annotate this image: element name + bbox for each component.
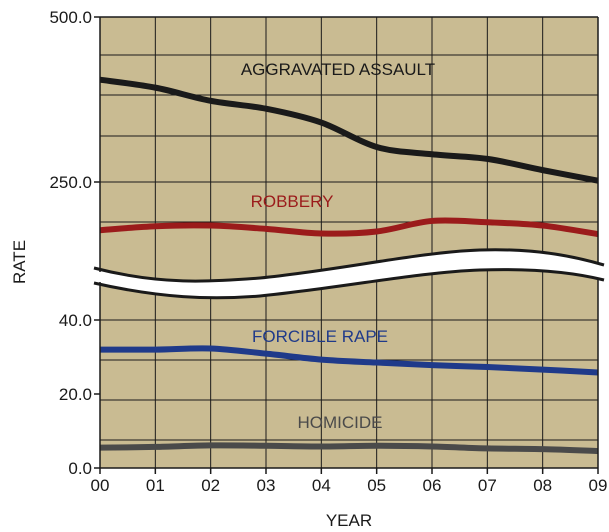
series-label-homicide: HOMICIDE bbox=[298, 413, 383, 432]
y-axis-label: RATE bbox=[10, 240, 29, 284]
x-tick-label: 08 bbox=[533, 476, 552, 495]
series-labels: AGGRAVATED ASSAULT ROBBERY FORCIBLE RAPE HO… bbox=[241, 60, 435, 432]
x-tick-label: 04 bbox=[312, 476, 331, 495]
series-label-robbery: ROBBERY bbox=[251, 192, 334, 211]
x-tick-label: 06 bbox=[423, 476, 442, 495]
x-tick-labels: 00 01 02 03 04 05 06 07 08 09 bbox=[91, 468, 608, 495]
series-line-robbery bbox=[99, 217, 599, 238]
y-tick-label: 250.0 bbox=[49, 173, 92, 192]
axis-break-edge-top bbox=[93, 248, 605, 283]
x-tick-label: 02 bbox=[201, 476, 220, 495]
x-axis-label: YEAR bbox=[326, 511, 372, 530]
series-lines bbox=[99, 76, 599, 454]
x-tick-label: 05 bbox=[367, 476, 386, 495]
x-tick-label: 09 bbox=[589, 476, 608, 495]
y-tick-label: 20.0 bbox=[59, 385, 92, 404]
y-tick-label: 40.0 bbox=[59, 311, 92, 330]
y-tick-label: 0.0 bbox=[68, 459, 92, 478]
x-tick-label: 07 bbox=[478, 476, 497, 495]
series-line-forcible-rape bbox=[99, 345, 599, 376]
series-label-aggravated-assault: AGGRAVATED ASSAULT bbox=[241, 60, 435, 79]
axis-break-band bbox=[94, 249, 604, 298]
plot-frame bbox=[99, 16, 599, 469]
x-tick-label: 03 bbox=[257, 476, 276, 495]
y-tick-label: 500.0 bbox=[49, 8, 92, 27]
x-tick-label: 01 bbox=[146, 476, 165, 495]
series-label-forcible-rape: FORCIBLE RAPE bbox=[252, 327, 388, 346]
y-tick-labels: 500.0 250.0 40.0 20.0 0.0 bbox=[49, 8, 100, 478]
axis-break-edge-bottom bbox=[93, 268, 605, 300]
series-line-homicide bbox=[99, 442, 599, 454]
series-line-aggravated-assault bbox=[99, 76, 599, 184]
x-tick-label: 00 bbox=[91, 476, 110, 495]
axis-break bbox=[93, 248, 605, 300]
